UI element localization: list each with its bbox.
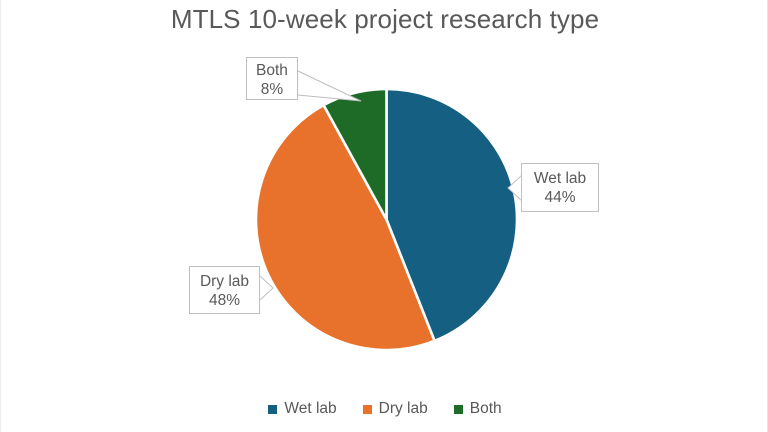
data-label-wet-lab-value: 44% — [544, 189, 576, 206]
data-label-both-name: Both — [256, 62, 288, 79]
legend-swatch-dry-lab — [362, 404, 372, 414]
data-label-dry-lab[interactable]: Dry lab 48% — [189, 266, 260, 314]
pie-slice-both[interactable] — [322, 87, 388, 221]
leader-line-both — [297, 70, 362, 102]
legend-item-dry-lab[interactable]: Dry lab — [362, 400, 428, 418]
legend-item-both[interactable]: Both — [453, 400, 502, 418]
chart-legend: Wet lab Dry lab Both — [1, 400, 768, 418]
data-label-both[interactable]: Both 8% — [246, 57, 298, 100]
pie-slice-wet-lab[interactable] — [385, 87, 519, 343]
data-label-dry-lab-name: Dry lab — [199, 273, 250, 290]
legend-swatch-wet-lab — [268, 404, 278, 414]
legend-item-wet-lab[interactable]: Wet lab — [268, 400, 337, 418]
data-label-wet-lab-name: Wet lab — [533, 170, 587, 187]
legend-swatch-both — [453, 404, 463, 414]
data-label-wet-lab[interactable]: Wet lab 44% — [521, 163, 599, 212]
legend-label-wet-lab: Wet lab — [284, 400, 337, 417]
data-label-dry-lab-value: 48% — [208, 292, 241, 309]
chart-title: MTLS 10-week project research type — [170, 4, 600, 34]
data-label-both-value: 8% — [260, 81, 284, 98]
pie-slice-dry-lab[interactable] — [254, 103, 436, 352]
legend-label-dry-lab: Dry lab — [378, 400, 428, 417]
legend-label-both: Both — [469, 400, 502, 417]
